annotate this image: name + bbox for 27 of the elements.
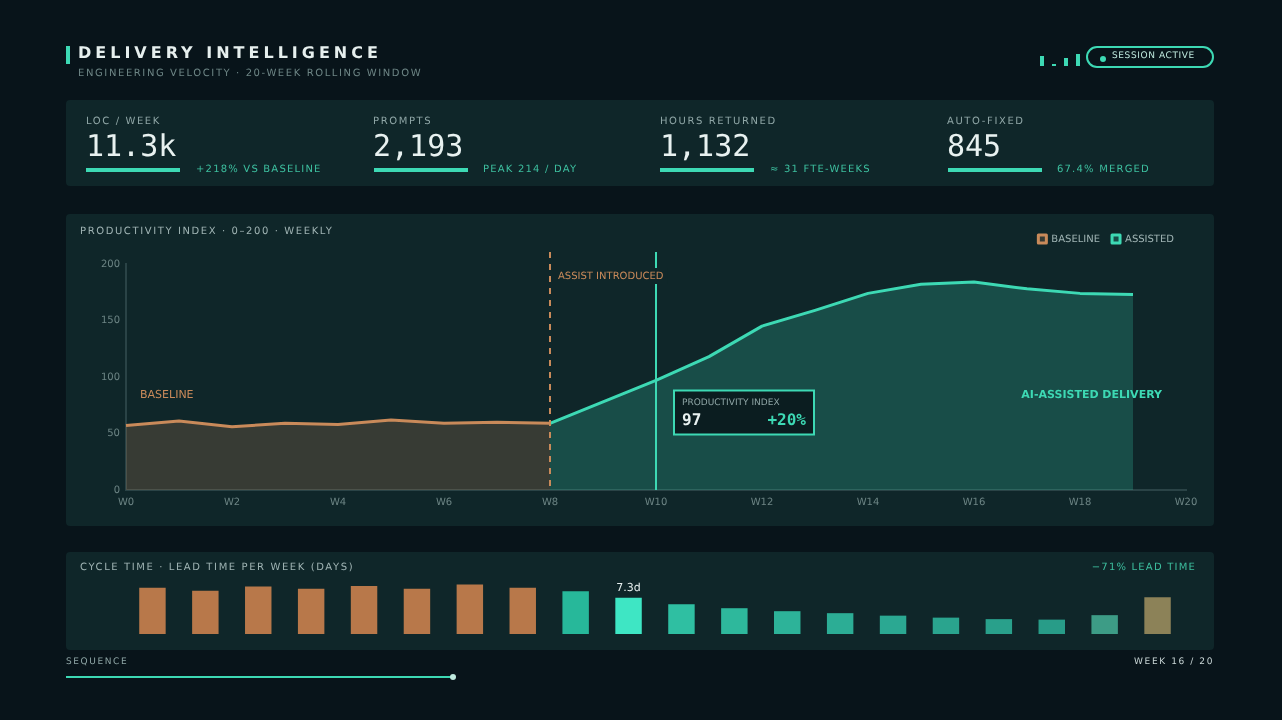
bar xyxy=(297,588,325,634)
text: 11.3k xyxy=(86,128,177,164)
annotation: 97 xyxy=(682,410,702,429)
annotation: +20% xyxy=(767,410,807,429)
bar xyxy=(562,591,589,634)
text: DELIVERY INTELLIGENCE xyxy=(78,44,382,62)
bar xyxy=(1038,619,1065,634)
bar xyxy=(826,613,854,634)
bar xyxy=(456,584,484,634)
bar xyxy=(139,587,166,634)
bar xyxy=(245,586,272,634)
bar xyxy=(932,617,960,634)
bar xyxy=(1144,597,1171,634)
text: 1,132 xyxy=(660,128,751,164)
bar xyxy=(509,587,536,634)
bar xyxy=(774,611,801,634)
bar xyxy=(879,615,907,634)
bar xyxy=(985,619,1013,634)
bar xyxy=(721,608,748,634)
bar xyxy=(1091,615,1118,634)
bar xyxy=(403,588,431,634)
text: 845 xyxy=(947,128,1002,164)
bar xyxy=(350,585,378,634)
text: 2,193 xyxy=(373,128,464,164)
bar xyxy=(615,597,642,634)
bar xyxy=(668,604,695,634)
bar xyxy=(192,590,219,634)
